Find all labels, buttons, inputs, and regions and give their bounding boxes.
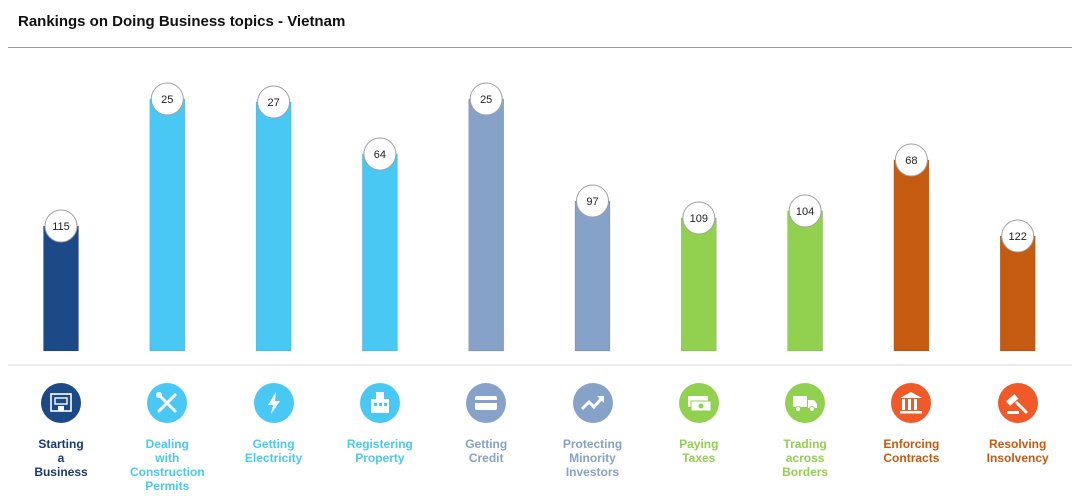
data-label: 104 <box>796 206 814 218</box>
category-item[interactable]: Getting Electricity <box>221 383 327 465</box>
tools-icon <box>147 383 188 423</box>
value-bubble <box>682 201 716 235</box>
trend-arrow-icon <box>572 383 613 423</box>
credit-card-icon <box>466 383 507 423</box>
bar <box>362 153 398 352</box>
category-label: Paying Taxes <box>679 437 719 465</box>
chart-title: Rankings on Doing Business topics - Viet… <box>18 13 346 30</box>
category-label: Protecting Minority Investors <box>562 437 623 479</box>
data-label: 68 <box>905 155 917 167</box>
category-item[interactable]: Protecting Minority Investors <box>540 383 646 479</box>
gavel-icon <box>997 383 1038 423</box>
bar <box>787 210 823 352</box>
category-label: Enforcing Contracts <box>883 437 940 465</box>
value-bubble <box>44 209 78 243</box>
category-label: Starting a Business <box>34 437 88 479</box>
value-bubble <box>788 194 822 228</box>
value-bubble <box>1001 219 1035 253</box>
bar <box>43 225 79 352</box>
bar <box>680 217 717 352</box>
bar <box>893 159 930 352</box>
title-divider <box>8 47 1072 48</box>
category-item[interactable]: Starting a Business <box>8 383 114 479</box>
data-label: 122 <box>1009 231 1027 243</box>
category-item[interactable]: Enforcing Contracts <box>858 383 964 465</box>
value-bubble <box>257 85 291 119</box>
data-label: 27 <box>267 97 279 109</box>
category-item[interactable]: Getting Credit <box>433 383 539 465</box>
category-label: Getting Credit <box>465 437 508 465</box>
data-label: 25 <box>161 94 173 106</box>
money-stack-icon <box>678 383 719 423</box>
data-label: 97 <box>586 196 598 208</box>
value-bubble <box>150 82 184 116</box>
bar <box>255 101 292 352</box>
data-label: 115 <box>52 221 70 233</box>
bar <box>468 98 505 352</box>
office-building-icon <box>359 383 400 423</box>
bar <box>574 200 611 352</box>
category-item[interactable]: Dealing with Construction Permits <box>114 383 220 493</box>
value-bubble <box>894 143 928 177</box>
category-label: Registering Property <box>346 437 413 465</box>
truck-icon <box>785 383 826 423</box>
category-item[interactable]: Registering Property <box>327 383 433 465</box>
category-label: Trading across Borders <box>782 437 829 479</box>
data-label: 25 <box>480 94 492 106</box>
bar <box>999 235 1036 352</box>
lightning-icon <box>253 383 294 423</box>
value-bubble <box>576 184 609 218</box>
value-bubble <box>469 82 503 116</box>
category-label: Getting Electricity <box>244 437 303 465</box>
data-label: 109 <box>690 213 708 225</box>
courthouse-icon <box>891 383 932 423</box>
value-bubble <box>363 137 397 171</box>
category-item[interactable]: Trading across Borders <box>752 383 858 479</box>
bar <box>149 98 186 352</box>
data-label: 64 <box>374 149 386 161</box>
category-label: Resolving Insolvency <box>986 437 1049 465</box>
category-item[interactable]: Paying Taxes <box>646 383 752 465</box>
category-label: Dealing with Construction Permits <box>129 437 205 493</box>
category-item[interactable]: Resolving Insolvency <box>965 383 1071 465</box>
building-icon <box>41 383 81 423</box>
